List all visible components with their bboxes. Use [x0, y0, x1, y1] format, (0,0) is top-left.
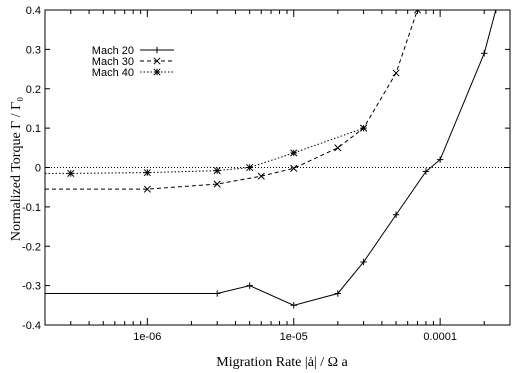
data-point — [413, 10, 422, 14]
legend-marker-stroke — [153, 68, 161, 76]
x-axis-label: Migration Rate |ȧ| / Ω a — [216, 355, 348, 370]
data-point-stroke — [257, 172, 265, 180]
data-point — [492, 10, 500, 14]
data-point — [213, 180, 221, 188]
data-point-stroke — [213, 167, 221, 175]
legend-marker — [153, 46, 161, 54]
y-axis-label: Normalized Torque Γ / Γ₀ — [9, 97, 24, 241]
data-point-stroke — [334, 144, 342, 152]
data-point-stroke — [416, 10, 422, 14]
y-tick-label: -0.1 — [22, 202, 41, 214]
data-point — [334, 290, 342, 297]
y-tick-label: -0.3 — [22, 281, 41, 293]
x-tick-label: 0.0001 — [423, 331, 457, 343]
data-point — [213, 167, 221, 175]
data-point — [290, 302, 297, 309]
data-point — [436, 156, 444, 163]
data-point-stroke — [290, 149, 298, 157]
data-point — [143, 169, 151, 177]
data-point — [246, 163, 254, 172]
y-tick-label: 0.1 — [26, 123, 41, 135]
y-tick-label: -0.4 — [22, 320, 41, 332]
y-tick-label: 0 — [35, 163, 41, 175]
series-line — [45, 127, 364, 174]
y-tick-label: 0.3 — [26, 44, 41, 56]
y-tick-label: 0.2 — [26, 84, 41, 96]
data-point — [392, 211, 400, 218]
data-point — [290, 164, 298, 172]
data-point-stroke — [360, 124, 368, 132]
data-point — [246, 282, 253, 289]
data-point-stroke — [67, 169, 75, 177]
legend-label: Mach 20 — [92, 45, 134, 57]
data-point — [334, 144, 342, 152]
legend-marker — [153, 68, 161, 76]
data-point — [257, 172, 265, 180]
data-point-stroke — [413, 10, 419, 14]
data-point — [67, 169, 75, 177]
series-line — [45, 10, 418, 190]
x-tick-label: 1e-06 — [133, 331, 161, 343]
y-tick-label: 0.4 — [26, 5, 41, 17]
y-tick-label: -0.2 — [22, 241, 41, 253]
data-point-stroke — [290, 164, 298, 172]
series-mach-40 — [45, 124, 368, 177]
series-mach-30 — [45, 10, 422, 193]
legend-label: Mach 40 — [92, 67, 134, 79]
data-point — [143, 185, 151, 193]
legend-label: Mach 30 — [92, 56, 134, 68]
data-point — [290, 149, 298, 157]
data-point — [422, 168, 430, 175]
series-mach-20 — [45, 10, 500, 309]
data-point — [360, 124, 368, 132]
legend-marker-stroke — [153, 57, 161, 65]
data-point-stroke — [143, 169, 151, 177]
series-layer — [45, 10, 500, 309]
data-point-stroke — [213, 180, 221, 188]
data-point-stroke — [246, 163, 254, 172]
data-point — [481, 50, 488, 57]
data-point — [360, 258, 367, 266]
data-point — [392, 69, 400, 77]
data-point — [213, 290, 221, 297]
data-point-stroke — [392, 69, 400, 77]
data-point-stroke — [143, 185, 151, 193]
x-tick-label: 1e-05 — [280, 331, 308, 343]
axis-ticks: -0.4 -0.3 -0.2 -0.1 0 0.1 0.2 0.3 0.4 1e-06 1e-05 0… — [22, 5, 510, 343]
legend-marker — [153, 57, 161, 65]
